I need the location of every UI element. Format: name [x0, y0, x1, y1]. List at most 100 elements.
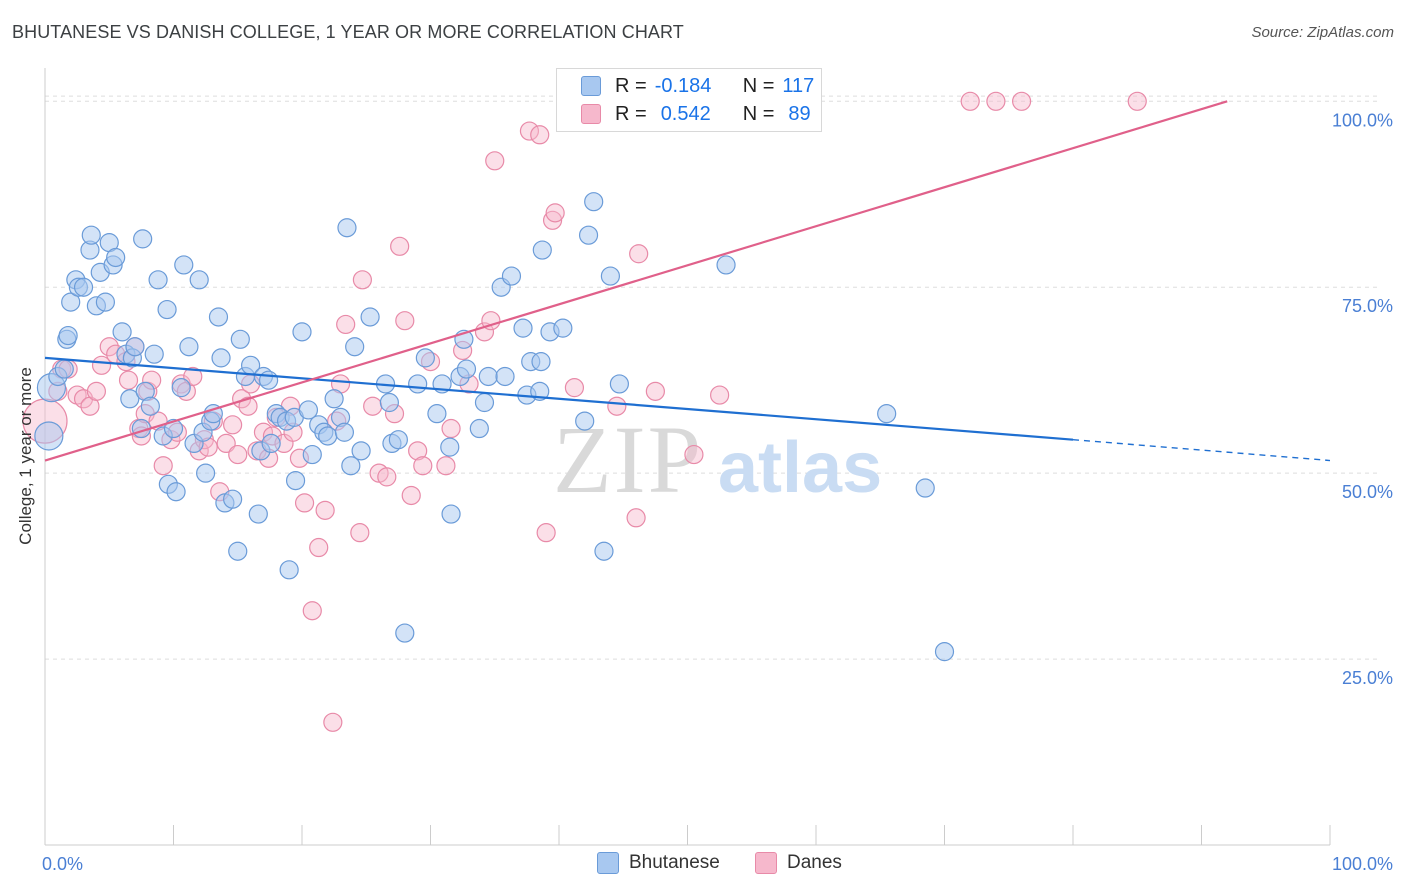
danes-point: [294, 493, 315, 513]
danes-point: [302, 601, 322, 621]
bhutanese-point: [285, 470, 306, 491]
danes-point: [238, 396, 258, 416]
bhutanese-point: [456, 359, 477, 379]
danes-point: [309, 537, 329, 558]
bhutanese-point: [337, 218, 357, 238]
legend-r-label: R =: [615, 102, 647, 125]
tick-labels: 25.0% 50.0% 75.0% 100.0% 0.0% 100.0%: [42, 110, 1393, 874]
bhutanese-point: [279, 560, 299, 580]
bhutanese-point: [609, 374, 629, 394]
bhutanese-point: [351, 441, 371, 461]
watermark-atlas: atlas: [718, 428, 882, 508]
bhutanese-point: [408, 374, 428, 394]
bhutanese-point: [203, 404, 223, 424]
bhutanese-point: [584, 192, 604, 212]
legend-row-bhutanese: R = -0.184 N = 117: [581, 73, 814, 99]
danes-point: [183, 366, 203, 387]
danes-point: [223, 415, 243, 435]
bhutanese-point: [379, 392, 399, 413]
trend-lines: [44, 100, 1331, 462]
bhutanese-point: [334, 422, 355, 442]
legend-r-value: 0.542: [660, 102, 711, 125]
danes-point: [530, 125, 550, 145]
bhutanese-point: [600, 266, 621, 286]
bhutanese-trend-extension: [1072, 438, 1331, 462]
danes-point: [629, 244, 649, 264]
bhutanese-trend-line: [44, 356, 1074, 441]
legend-r-label: R =: [615, 74, 647, 97]
bhutanese-point: [440, 437, 460, 457]
bhutanese-point: [261, 433, 281, 454]
bhutanese-point: [258, 370, 279, 390]
y-tick-label: 75.0%: [1342, 296, 1393, 316]
bhutanese-point: [513, 318, 533, 338]
legend-n-label: N =: [742, 102, 775, 125]
bhutanese-point: [58, 325, 78, 346]
bhutanese-point: [578, 225, 599, 245]
bhutanese-point: [125, 337, 145, 357]
source-label: Source: ZipAtlas.com: [1251, 24, 1394, 41]
bhutanese-point: [54, 359, 74, 379]
legend-n-value: 89: [788, 102, 811, 125]
y-axis-label: College, 1 year or more: [16, 367, 35, 545]
bhutanese-point: [34, 421, 64, 451]
bhutanese-point: [208, 307, 229, 327]
bhutanese-point: [302, 444, 322, 465]
bhutanese-point: [324, 389, 344, 409]
bhutanese-point: [532, 240, 552, 260]
danes-point: [377, 467, 397, 487]
danes-point: [395, 311, 415, 331]
danes-point: [363, 396, 383, 416]
bhutanese-point: [189, 270, 209, 290]
danes-point: [401, 485, 421, 506]
legend-item-danes[interactable]: Danes: [755, 852, 842, 874]
bhutanese-point: [395, 623, 415, 643]
legend-r-value: -0.184: [654, 74, 712, 97]
bhutanese-point: [318, 426, 338, 446]
bhutanese-point: [345, 337, 365, 357]
x-tick-label: 100.0%: [1332, 854, 1393, 874]
chart-title: BHUTANESE VS DANISH COLLEGE, 1 YEAR OR M…: [12, 22, 684, 42]
bhutanese-point: [594, 541, 614, 561]
legend-item-bhutanese[interactable]: Bhutanese: [597, 852, 720, 874]
danes-point: [684, 444, 704, 465]
bhutanese-point: [531, 352, 551, 372]
danes-point: [336, 314, 356, 335]
y-tick-label: 100.0%: [1332, 110, 1393, 130]
danes-point: [986, 91, 1006, 111]
danes-point: [542, 210, 563, 230]
bhutanese-point: [415, 348, 435, 368]
danes-point: [408, 441, 428, 461]
bhutanese-point: [478, 366, 498, 387]
series-legend: Bhutanese Danes: [0, 852, 1406, 878]
bhutanese-point: [228, 541, 248, 561]
bhutanese-point: [120, 389, 140, 409]
bhutanese-point: [427, 404, 447, 424]
legend-row-danes: R = 0.542 N = 89: [581, 101, 811, 127]
y-tick-label: 25.0%: [1342, 668, 1393, 688]
danes-point: [607, 396, 627, 416]
bhutanese-point: [144, 344, 164, 364]
bhutanese-point: [298, 400, 319, 420]
danes-point: [545, 203, 565, 223]
bhutanese-point: [441, 504, 461, 524]
danes-point: [86, 381, 107, 401]
danes-point: [216, 433, 236, 454]
danes-point: [390, 236, 410, 256]
bhutanese-point: [553, 318, 573, 338]
bhutanese-point: [501, 266, 522, 286]
bhutanese-points: [34, 192, 955, 662]
legend-n-value: 117: [782, 74, 815, 97]
danes-point: [564, 378, 585, 398]
danes-point: [413, 456, 433, 476]
stats-legend: R = -0.184 N = 117 R = 0.542 N = 89: [556, 68, 822, 132]
legend-label-bhutanese: Bhutanese: [629, 852, 720, 873]
bhutanese-point: [223, 489, 243, 509]
bhutanese-point: [163, 418, 184, 439]
bhutanese-point: [140, 396, 160, 416]
danes-point: [315, 500, 335, 520]
bhutanese-point: [388, 430, 408, 450]
bhutanese-point: [341, 456, 361, 476]
legend-label-danes: Danes: [787, 852, 842, 873]
